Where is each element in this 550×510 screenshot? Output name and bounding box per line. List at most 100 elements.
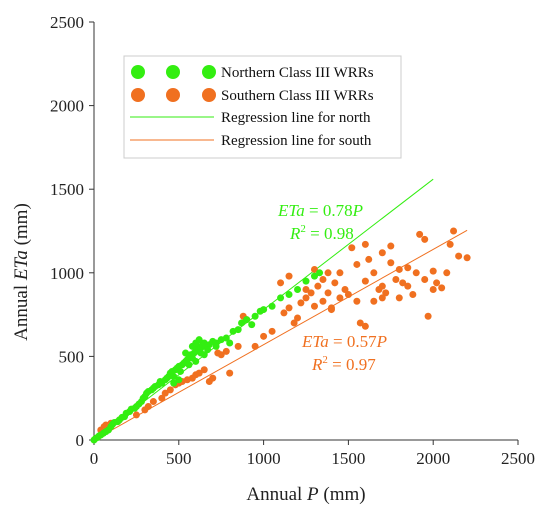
y-tick-label: 1500	[50, 180, 84, 199]
point-south	[455, 252, 463, 260]
y-tick-label: 1000	[50, 264, 84, 283]
legend-item-south-marker: Southern Class III WRRs	[131, 88, 374, 104]
point-south	[314, 282, 322, 290]
point-south	[149, 398, 157, 406]
point-south	[378, 249, 386, 257]
point-south	[324, 289, 332, 297]
point-north	[200, 351, 208, 359]
point-south	[234, 342, 242, 350]
point-south	[378, 294, 386, 302]
point-south	[268, 327, 276, 335]
point-south	[217, 351, 225, 359]
y-tick-label: 2000	[50, 97, 84, 116]
x-tick-label: 2500	[501, 449, 535, 468]
point-south	[327, 306, 335, 314]
point-south	[356, 319, 364, 327]
point-north	[204, 346, 212, 354]
point-south	[161, 389, 169, 397]
point-south	[387, 259, 395, 267]
x-tick-label: 0	[90, 449, 99, 468]
point-south	[260, 332, 268, 340]
point-south	[331, 279, 339, 287]
point-south	[310, 302, 318, 310]
point-south	[280, 309, 288, 317]
point-north	[294, 286, 302, 294]
point-south	[344, 291, 352, 299]
point-south	[361, 240, 369, 248]
point-south	[429, 286, 437, 294]
point-south	[310, 265, 318, 273]
point-south	[285, 304, 293, 312]
point-north	[192, 357, 200, 365]
point-south	[158, 394, 166, 402]
point-south	[421, 235, 429, 243]
point-south	[341, 286, 349, 294]
point-south	[370, 297, 378, 305]
point-south	[307, 289, 315, 297]
point-south	[399, 279, 407, 287]
axes: 0 500 1000 1500 2000 2500 0 500 1000 1500 2000 2500	[50, 13, 535, 468]
point-south	[395, 294, 403, 302]
point-north	[175, 376, 183, 384]
point-south	[277, 279, 285, 287]
legend-label-south: Southern Class III WRRs	[221, 88, 374, 104]
point-north	[170, 379, 178, 387]
point-south	[290, 319, 298, 327]
point-south	[251, 342, 259, 350]
point-south	[438, 284, 446, 292]
point-north	[268, 302, 276, 310]
point-north	[260, 306, 268, 314]
point-south	[424, 312, 432, 320]
point-north	[212, 342, 220, 350]
point-south	[412, 269, 420, 277]
point-south	[378, 282, 386, 290]
point-south	[319, 297, 327, 305]
legend-label-south-line: Regression line for south	[221, 133, 372, 149]
south-r2: R2 = 0.97	[311, 354, 376, 374]
y-tick-label: 0	[76, 431, 85, 450]
legend-item-south-line: Regression line for south	[130, 133, 372, 149]
point-south	[353, 260, 361, 268]
y-axis-title: Annual ETa (mm)	[11, 203, 32, 341]
point-south	[294, 314, 302, 322]
point-south	[209, 374, 217, 382]
point-north	[185, 361, 193, 369]
point-north	[222, 334, 230, 342]
point-south	[365, 255, 373, 263]
point-south	[450, 227, 458, 235]
point-south	[387, 242, 395, 250]
point-south	[297, 299, 305, 307]
point-south	[302, 286, 310, 294]
legend-item-north-marker: Northern Class III WRRs	[131, 65, 374, 81]
point-south	[336, 294, 344, 302]
x-axis-title: Annual P (mm)	[246, 484, 365, 505]
point-south	[382, 289, 390, 297]
point-south	[361, 277, 369, 285]
point-south	[370, 269, 378, 277]
point-north	[195, 336, 203, 344]
point-north	[176, 367, 184, 375]
point-north	[310, 272, 318, 280]
north-equation: ETa = 0.78P	[277, 201, 363, 220]
legend: Northern Class III WRRs Southern Class I…	[123, 55, 402, 159]
point-south	[433, 279, 441, 287]
point-south	[446, 240, 454, 248]
point-south	[222, 347, 230, 355]
point-south	[421, 275, 429, 283]
point-south	[336, 269, 344, 277]
point-north	[248, 321, 256, 329]
point-south	[195, 369, 203, 377]
point-north	[277, 294, 285, 302]
point-north	[238, 319, 246, 327]
point-south	[463, 254, 471, 262]
data-points	[90, 227, 471, 444]
point-south	[404, 264, 412, 272]
point-north	[226, 339, 234, 347]
x-tick-label: 2000	[416, 449, 450, 468]
point-north	[316, 269, 324, 277]
y-tick-label: 2500	[50, 13, 84, 32]
point-north	[243, 316, 251, 324]
point-south	[144, 403, 152, 411]
point-north	[234, 326, 242, 334]
